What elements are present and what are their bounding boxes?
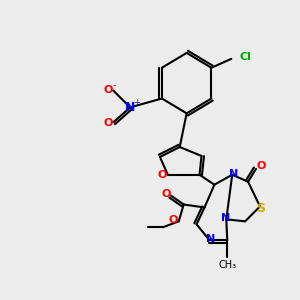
Text: O: O (104, 118, 113, 128)
Text: O: O (161, 189, 170, 199)
Text: N: N (206, 234, 215, 244)
Text: N: N (229, 169, 238, 179)
Text: N: N (125, 101, 135, 114)
Text: S: S (256, 202, 266, 215)
Text: -: - (112, 80, 116, 90)
Text: O: O (256, 161, 266, 171)
Text: O: O (157, 170, 167, 180)
Text: O: O (104, 85, 113, 94)
Text: Cl: Cl (239, 52, 251, 62)
Text: O: O (168, 215, 178, 225)
Text: CH₃: CH₃ (218, 260, 236, 270)
Text: N: N (221, 213, 230, 224)
Text: +: + (133, 98, 140, 107)
